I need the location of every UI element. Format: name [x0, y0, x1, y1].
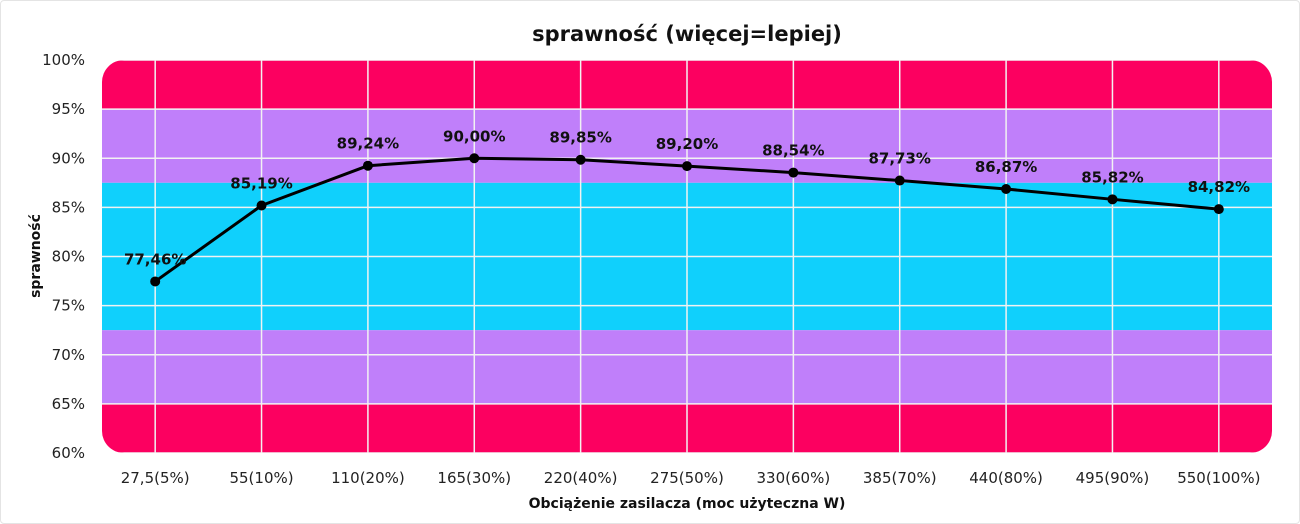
data-label: 90,00% — [443, 127, 505, 145]
x-ticks: 27,5(5%) 55(10%) 110(20%) 165(30%) 220(40%) 2… — [121, 469, 1261, 487]
x-tick-label: 550(100%) — [1177, 469, 1260, 487]
data-label: 89,85% — [549, 129, 611, 147]
y-ticks: 60% 65% 70% 75% 80% 85% 90% 95% 100% — [42, 51, 85, 462]
y-tick-label: 75% — [52, 297, 85, 315]
data-point — [575, 154, 586, 165]
x-tick-label: 440(80%) — [969, 469, 1043, 487]
x-tick-label: 385(70%) — [863, 469, 937, 487]
data-label: 87,73% — [868, 150, 930, 168]
data-point — [150, 276, 161, 287]
data-label: 85,82% — [1081, 168, 1143, 186]
data-point — [894, 175, 905, 186]
data-label: 77,46% — [124, 250, 186, 268]
data-label: 84,82% — [1188, 178, 1250, 196]
x-tick-label: 330(60%) — [757, 469, 831, 487]
data-label: 85,19% — [230, 175, 292, 193]
y-axis-label: sprawność — [28, 214, 44, 298]
data-point — [256, 200, 267, 211]
data-label: 88,54% — [762, 142, 824, 160]
y-tick-label: 70% — [52, 346, 85, 364]
y-tick-label: 60% — [52, 444, 85, 462]
x-tick-label: 165(30%) — [437, 469, 511, 487]
data-label: 86,87% — [975, 158, 1037, 176]
y-tick-label: 90% — [52, 149, 85, 167]
y-tick-label: 85% — [52, 198, 85, 216]
y-tick-label: 95% — [52, 100, 85, 118]
data-point — [1107, 194, 1118, 205]
data-point — [1001, 184, 1012, 195]
data-point — [362, 160, 373, 171]
x-tick-label: 275(50%) — [650, 469, 724, 487]
data-label: 89,24% — [337, 135, 399, 153]
data-point — [682, 161, 692, 172]
x-tick-label: 55(10%) — [229, 469, 293, 487]
x-axis-label: Obciążenie zasilacza (moc użyteczna W) — [529, 496, 846, 512]
x-tick-label: 495(90%) — [1076, 469, 1150, 487]
x-tick-label: 220(40%) — [544, 469, 618, 487]
data-point — [1213, 204, 1224, 215]
data-point — [788, 167, 799, 178]
x-tick-label: 110(20%) — [331, 469, 405, 487]
x-tick-label: 27,5(5%) — [121, 469, 190, 487]
y-tick-label: 65% — [52, 395, 85, 413]
series: 77,46% 85,19% 89,24% 90,00% 89,85% 89,20% 88,5… — [124, 127, 1250, 287]
data-label: 89,20% — [656, 135, 718, 153]
y-tick-label: 100% — [42, 51, 85, 69]
chart-title: sprawność (więcej=lepiej) — [532, 22, 842, 46]
grid — [102, 60, 1272, 453]
y-tick-label: 80% — [52, 248, 85, 266]
data-point — [469, 153, 480, 164]
